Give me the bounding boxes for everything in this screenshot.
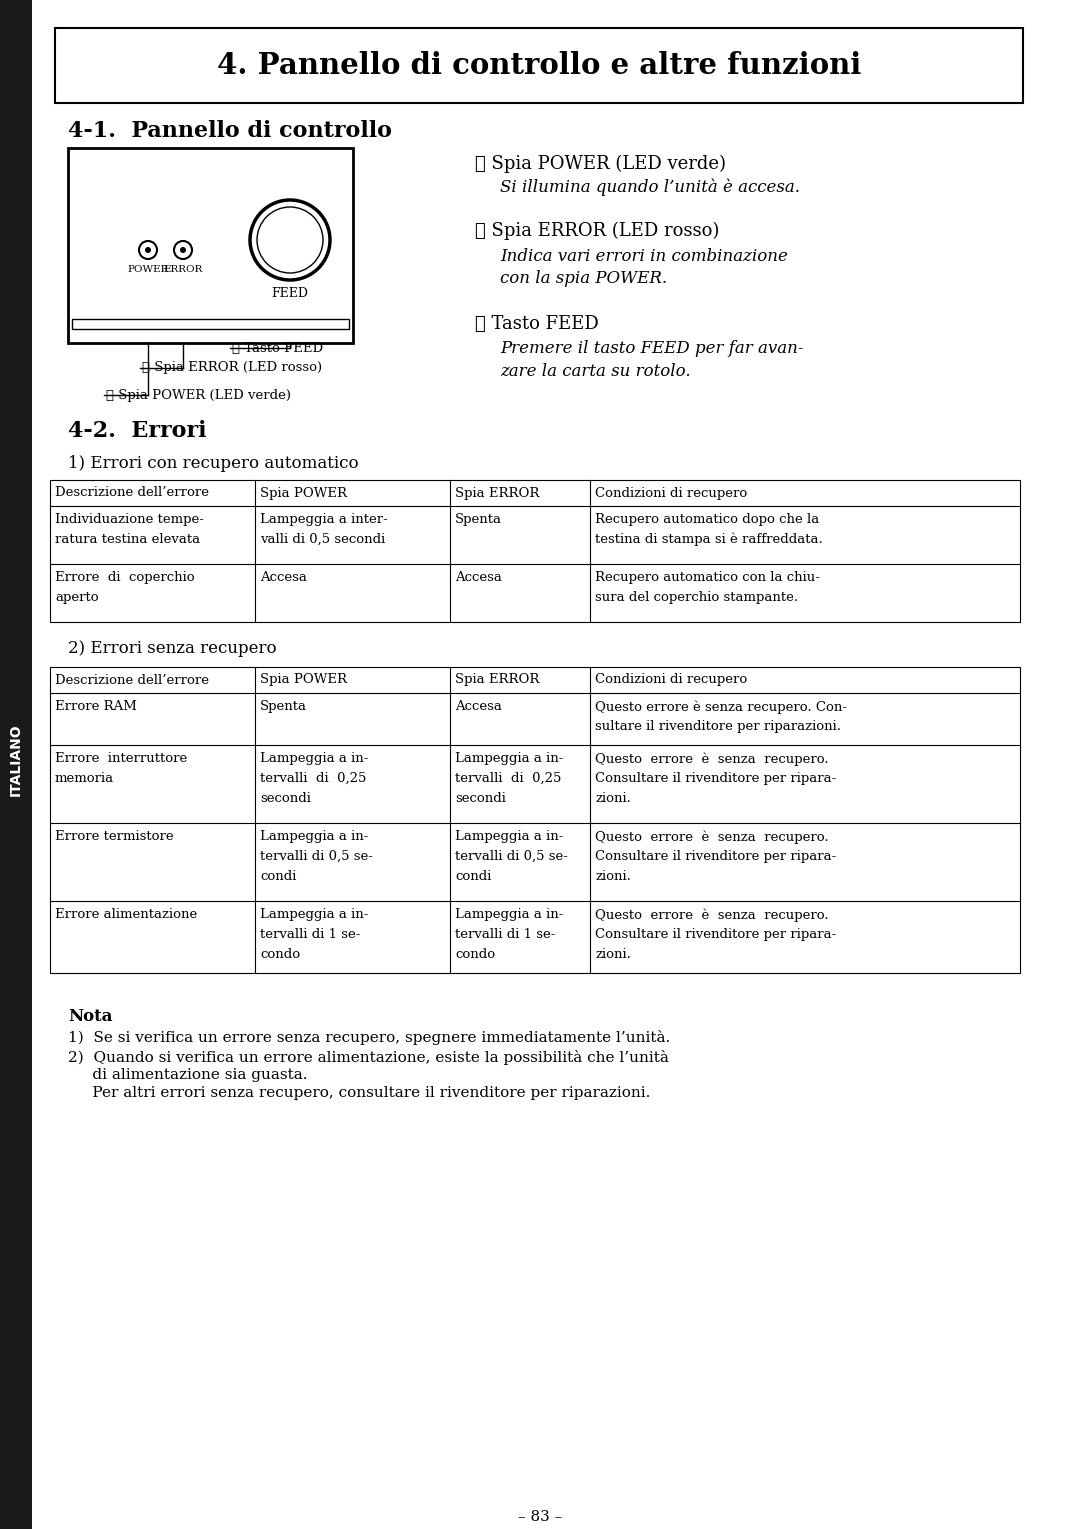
Text: sura del coperchio stampante.: sura del coperchio stampante.: [595, 592, 798, 604]
Text: memoria: memoria: [55, 772, 114, 784]
Text: Questo  errore  è  senza  recupero.: Questo errore è senza recupero.: [595, 830, 828, 844]
Text: zioni.: zioni.: [595, 792, 631, 804]
Text: Lampeggia a inter-: Lampeggia a inter-: [260, 514, 388, 526]
Text: ② Spia ERROR (LED rosso): ② Spia ERROR (LED rosso): [141, 361, 322, 375]
Bar: [55, 28, 1023, 102]
Text: Errore RAM: Errore RAM: [55, 700, 137, 713]
Text: Spia ERROR: Spia ERROR: [455, 673, 539, 687]
Text: – 83 –: – 83 –: [518, 1511, 562, 1524]
Text: Condizioni di recupero: Condizioni di recupero: [595, 673, 747, 687]
Text: ③ Tasto FEED: ③ Tasto FEED: [232, 341, 323, 355]
Bar: [68, 148, 353, 342]
Bar: [72, 320, 349, 329]
Text: Consultare il rivenditore per ripara-: Consultare il rivenditore per ripara-: [595, 928, 836, 940]
Text: Nota: Nota: [68, 1008, 112, 1024]
Text: Errore alimentazione: Errore alimentazione: [55, 908, 198, 920]
Text: Descrizione dell’errore: Descrizione dell’errore: [55, 486, 210, 500]
Text: zioni.: zioni.: [595, 948, 631, 962]
Text: Lampeggia a in-: Lampeggia a in-: [455, 908, 564, 920]
Text: Recupero automatico con la chiu-: Recupero automatico con la chiu-: [595, 570, 820, 584]
Text: condi: condi: [260, 870, 296, 884]
Text: FEED: FEED: [271, 287, 309, 300]
Text: Spenta: Spenta: [455, 514, 502, 526]
Text: ratura testina elevata: ratura testina elevata: [55, 534, 200, 546]
Text: Accesa: Accesa: [260, 570, 307, 584]
Text: tervalli di 1 se-: tervalli di 1 se-: [455, 928, 555, 940]
Circle shape: [180, 248, 186, 252]
Text: condi: condi: [455, 870, 491, 884]
Text: ① Spia POWER (LED verde): ① Spia POWER (LED verde): [475, 154, 726, 173]
Text: tervalli  di  0,25: tervalli di 0,25: [260, 772, 366, 784]
Text: Questo errore è senza recupero. Con-: Questo errore è senza recupero. Con-: [595, 700, 847, 714]
Text: condo: condo: [260, 948, 300, 962]
Text: testina di stampa si è raffreddata.: testina di stampa si è raffreddata.: [595, 534, 823, 546]
Text: tervalli di 1 se-: tervalli di 1 se-: [260, 928, 361, 940]
Text: Errore  interruttore: Errore interruttore: [55, 752, 187, 764]
Text: Errore termistore: Errore termistore: [55, 830, 174, 842]
Text: zare la carta su rotolo.: zare la carta su rotolo.: [500, 362, 690, 381]
Text: 4-2.  Errori: 4-2. Errori: [68, 420, 206, 442]
Text: Consultare il rivenditore per ripara-: Consultare il rivenditore per ripara-: [595, 772, 836, 784]
Text: Spia ERROR: Spia ERROR: [455, 486, 539, 500]
Text: ③ Tasto FEED: ③ Tasto FEED: [475, 315, 598, 333]
Text: ITALIANO: ITALIANO: [9, 723, 23, 797]
Text: con la spia POWER.: con la spia POWER.: [500, 271, 667, 287]
Text: Questo  errore  è  senza  recupero.: Questo errore è senza recupero.: [595, 752, 828, 766]
Text: di alimentazione sia guasta.: di alimentazione sia guasta.: [68, 1067, 308, 1083]
Text: Spenta: Spenta: [260, 700, 307, 713]
Text: 1)  Se si verifica un errore senza recupero, spegnere immediatamente l’unità.: 1) Se si verifica un errore senza recupe…: [68, 1031, 671, 1044]
Text: tervalli di 0,5 se-: tervalli di 0,5 se-: [260, 850, 373, 862]
Text: POWER: POWER: [127, 265, 168, 274]
Text: Indica vari errori in combinazione: Indica vari errori in combinazione: [500, 248, 788, 265]
Text: ① Spia POWER (LED verde): ① Spia POWER (LED verde): [106, 388, 291, 402]
Circle shape: [139, 242, 157, 258]
Text: secondi: secondi: [260, 792, 311, 804]
Text: secondi: secondi: [455, 792, 505, 804]
Text: Consultare il rivenditore per ripara-: Consultare il rivenditore per ripara-: [595, 850, 836, 862]
Text: Accesa: Accesa: [455, 700, 502, 713]
Text: ERROR: ERROR: [163, 265, 203, 274]
Text: 4. Pannello di controllo e altre funzioni: 4. Pannello di controllo e altre funzion…: [217, 50, 861, 80]
Text: Spia POWER: Spia POWER: [260, 486, 347, 500]
Circle shape: [249, 200, 330, 280]
Text: 2) Errori senza recupero: 2) Errori senza recupero: [68, 641, 276, 657]
Text: Lampeggia a in-: Lampeggia a in-: [260, 908, 368, 920]
Text: Si illumina quando l’unità è accesa.: Si illumina quando l’unità è accesa.: [500, 177, 800, 196]
Bar: [50, 667, 1020, 972]
Text: zioni.: zioni.: [595, 870, 631, 884]
Text: Descrizione dell’errore: Descrizione dell’errore: [55, 673, 210, 687]
Text: Per altri errori senza recupero, consultare il rivenditore per riparazioni.: Per altri errori senza recupero, consult…: [68, 1086, 650, 1099]
Bar: [50, 480, 1020, 622]
Text: Lampeggia a in-: Lampeggia a in-: [260, 830, 368, 842]
Circle shape: [145, 248, 151, 252]
Text: Spia POWER: Spia POWER: [260, 673, 347, 687]
Text: Condizioni di recupero: Condizioni di recupero: [595, 486, 747, 500]
Text: 1) Errori con recupero automatico: 1) Errori con recupero automatico: [68, 456, 359, 472]
Text: Errore  di  coperchio: Errore di coperchio: [55, 570, 194, 584]
Bar: [0, 0, 32, 1529]
Text: 2)  Quando si verifica un errore alimentazione, esiste la possibilità che l’unit: 2) Quando si verifica un errore alimenta…: [68, 1050, 669, 1066]
Text: 4-1.  Pannello di controllo: 4-1. Pannello di controllo: [68, 119, 392, 142]
Text: Questo  errore  è  senza  recupero.: Questo errore è senza recupero.: [595, 908, 828, 922]
Text: Individuazione tempe-: Individuazione tempe-: [55, 514, 204, 526]
Text: aperto: aperto: [55, 592, 98, 604]
Text: Accesa: Accesa: [455, 570, 502, 584]
Circle shape: [257, 206, 323, 274]
Text: condo: condo: [455, 948, 495, 962]
Text: Lampeggia a in-: Lampeggia a in-: [455, 830, 564, 842]
Text: tervalli  di  0,25: tervalli di 0,25: [455, 772, 562, 784]
Text: tervalli di 0,5 se-: tervalli di 0,5 se-: [455, 850, 568, 862]
Text: Premere il tasto FEED per far avan-: Premere il tasto FEED per far avan-: [500, 339, 804, 356]
Text: sultare il rivenditore per riparazioni.: sultare il rivenditore per riparazioni.: [595, 720, 841, 732]
Text: ② Spia ERROR (LED rosso): ② Spia ERROR (LED rosso): [475, 222, 719, 240]
Circle shape: [174, 242, 192, 258]
Text: Lampeggia a in-: Lampeggia a in-: [260, 752, 368, 764]
Text: Lampeggia a in-: Lampeggia a in-: [455, 752, 564, 764]
Text: Recupero automatico dopo che la: Recupero automatico dopo che la: [595, 514, 820, 526]
Text: valli di 0,5 secondi: valli di 0,5 secondi: [260, 534, 386, 546]
